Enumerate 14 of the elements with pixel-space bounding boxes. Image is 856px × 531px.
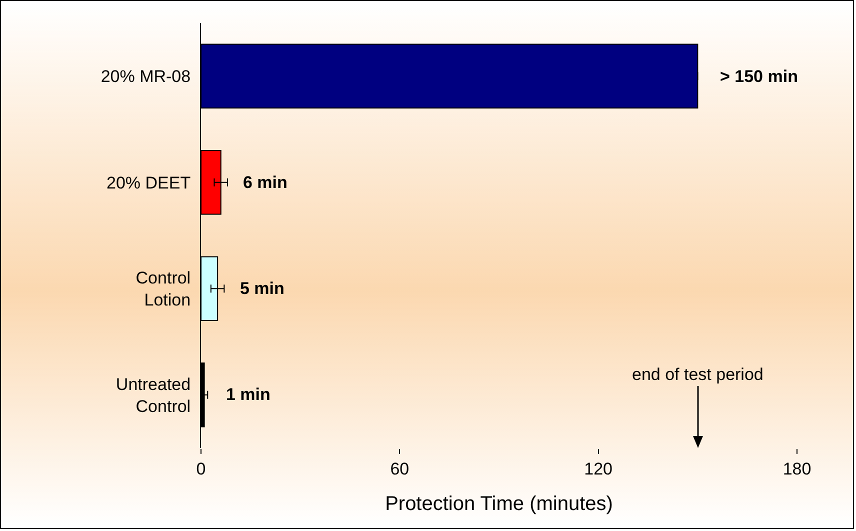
x-tick-label: 120 bbox=[584, 459, 613, 478]
x-axis-title: Protection Time (minutes) bbox=[385, 492, 613, 515]
y-tick-label: 20% MR-08 bbox=[100, 67, 191, 86]
x-tick-label: 0 bbox=[196, 459, 206, 478]
annotation: end of test period bbox=[632, 365, 764, 384]
y-tick-label: Control Lotion bbox=[136, 268, 191, 310]
y-tick-label: Untreated Control bbox=[116, 374, 191, 416]
data-label: > 150 min bbox=[720, 67, 798, 86]
y-tick-label: 20% DEET bbox=[106, 173, 191, 192]
data-label: 5 min bbox=[240, 279, 284, 298]
x-tick-label: 60 bbox=[390, 459, 410, 478]
x-tick-label: 180 bbox=[782, 459, 812, 478]
data-label: 1 min bbox=[226, 385, 270, 404]
data-label: 6 min bbox=[243, 173, 288, 192]
